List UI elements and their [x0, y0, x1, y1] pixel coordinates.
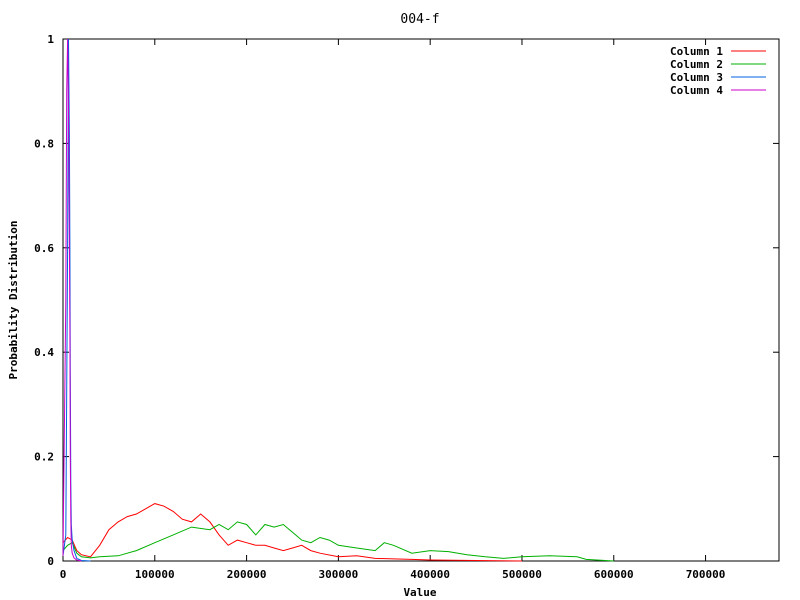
x-tick-label: 600000: [594, 568, 634, 581]
series-line-2: [62, 521, 614, 562]
series-line-4: [62, 38, 82, 562]
x-tick-label: 0: [60, 568, 67, 581]
series-layer: [62, 38, 614, 562]
y-tick-label: 0.6: [34, 242, 54, 255]
y-tick-label: 0.4: [34, 346, 54, 359]
x-tick-label: 400000: [410, 568, 450, 581]
series-line-1: [62, 503, 523, 562]
y-tick-label: 1: [47, 33, 54, 46]
y-tick-label: 0.8: [34, 137, 54, 150]
series-line-3: [62, 38, 91, 562]
legend-label-3: Column 3: [670, 71, 723, 84]
x-tick-label: 200000: [227, 568, 267, 581]
x-tick-label: 100000: [135, 568, 175, 581]
y-tick-label: 0.2: [34, 451, 54, 464]
chart-title: 004-f: [400, 12, 439, 27]
x-tick-label: 300000: [319, 568, 359, 581]
legend-label-2: Column 2: [670, 58, 723, 71]
plot-frame: [62, 38, 780, 562]
legend-label-4: Column 4: [670, 84, 723, 97]
y-axis-label: Probability Distribution: [7, 221, 20, 380]
legend-label-1: Column 1: [670, 45, 723, 58]
axis-ticks: 0 100000 200000 300000 400000 500000 600000 700…: [34, 33, 779, 581]
x-tick-label: 500000: [502, 568, 542, 581]
x-tick-label: 700000: [686, 568, 726, 581]
y-tick-label: 0: [47, 555, 54, 568]
x-axis-label: Value: [403, 586, 436, 599]
